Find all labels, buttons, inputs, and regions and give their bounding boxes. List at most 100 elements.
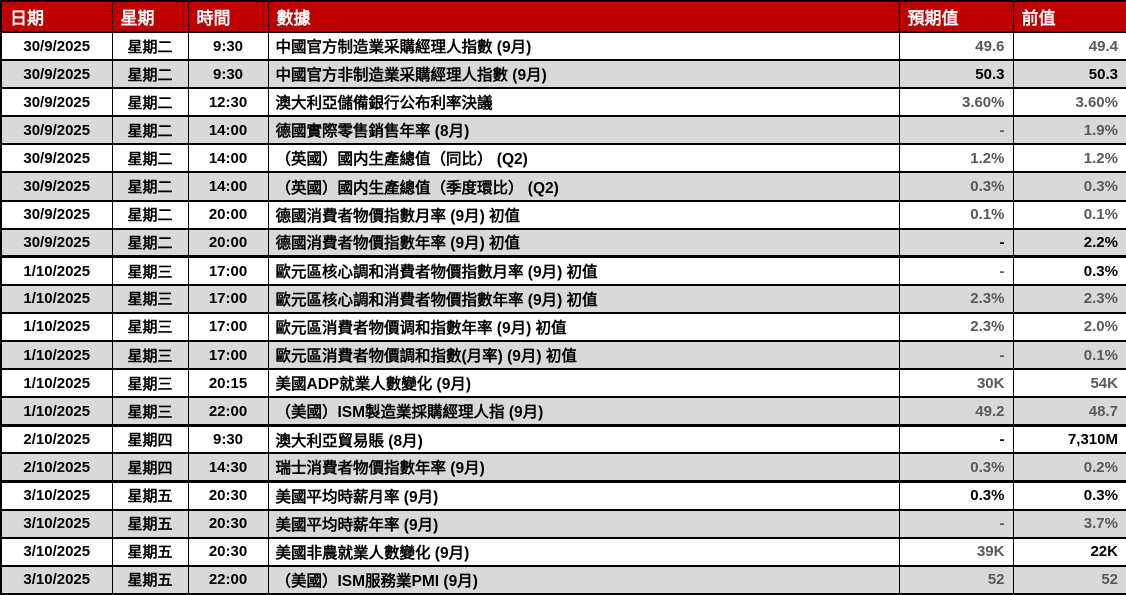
weekday-cell: 星期五 (111, 508, 189, 539)
calendar-row: 1/10/2025 星期三 17:00 歐元區核心調和消費者物價指數月率 (9月… (0, 255, 1126, 286)
time-cell: 22:00 (187, 564, 269, 595)
weekday-cell: 星期二 (111, 87, 189, 118)
column-header-time: 時間 (187, 0, 269, 33)
date-cell: 1/10/2025 (0, 340, 113, 371)
event-cell: 中國官方非制造業采購經理人指數 (9月) (267, 59, 900, 90)
previous-value-cell: 1.9% (1012, 115, 1126, 146)
header-row: 日期 星期 時間 數據 預期值 前值 (0, 0, 1126, 33)
weekday-cell: 星期二 (111, 59, 189, 90)
calendar-row: 30/9/2025 星期二 14:00 （英國）國内生產總值（同比） (Q2) … (0, 143, 1126, 174)
expected-value-cell: 2.3% (898, 283, 1014, 314)
expected-value-cell: 0.3% (898, 171, 1014, 202)
calendar-row: 30/9/2025 星期二 9:30 中國官方制造業采購經理人指數 (9月) 4… (0, 30, 1126, 62)
previous-value-cell: 0.3% (1012, 255, 1126, 286)
date-cell: 1/10/2025 (0, 283, 113, 314)
column-header-expected: 預期值 (898, 0, 1014, 33)
calendar-row: 30/9/2025 星期二 12:30 澳大利亞儲備銀行公布利率決議 3.60%… (0, 87, 1126, 118)
previous-value-cell: 2.0% (1012, 311, 1126, 343)
previous-value-cell: 0.1% (1012, 340, 1126, 371)
time-cell: 17:00 (187, 311, 269, 343)
time-cell: 20:30 (187, 480, 269, 511)
event-cell: 澳大利亞儲備銀行公布利率決議 (267, 87, 900, 118)
weekday-cell: 星期二 (111, 171, 189, 202)
event-cell: 美國平均時薪年率 (9月) (267, 508, 900, 539)
expected-value-cell: 30K (898, 368, 1014, 399)
calendar-row: 30/9/2025 星期二 14:00 （英國）國内生產總值（季度環比） (Q2… (0, 171, 1126, 202)
previous-value-cell: 2.2% (1012, 227, 1126, 259)
date-cell: 3/10/2025 (0, 508, 113, 539)
date-cell: 30/9/2025 (0, 59, 113, 90)
date-cell: 30/9/2025 (0, 115, 113, 146)
event-cell: 德國實際零售銷售年率 (8月) (267, 115, 900, 146)
event-cell: 歐元區核心調和消費者物價指數年率 (9月) 初值 (267, 283, 900, 314)
calendar-row: 30/9/2025 星期二 14:00 德國實際零售銷售年率 (8月) - 1.… (0, 115, 1126, 146)
time-cell: 20:15 (187, 368, 269, 399)
event-cell: 歐元區核心調和消費者物價指數月率 (9月) 初值 (267, 255, 900, 286)
previous-value-cell: 50.3 (1012, 59, 1126, 90)
calendar-row: 1/10/2025 星期三 17:00 歐元區消費者物價调和指數年率 (9月) … (0, 311, 1126, 343)
expected-value-cell: - (898, 255, 1014, 286)
weekday-cell: 星期二 (111, 143, 189, 174)
previous-value-cell: 3.7% (1012, 508, 1126, 539)
date-cell: 1/10/2025 (0, 311, 113, 343)
event-cell: 澳大利亞貿易賬 (8月) (267, 424, 900, 455)
event-cell: （美國）ISM服務業PMI (9月) (267, 564, 900, 595)
weekday-cell: 星期五 (111, 564, 189, 595)
date-cell: 3/10/2025 (0, 536, 113, 567)
time-cell: 9:30 (187, 424, 269, 455)
event-cell: 美國非農就業人數變化 (9月) (267, 536, 900, 567)
expected-value-cell: - (898, 227, 1014, 259)
date-cell: 30/9/2025 (0, 171, 113, 202)
expected-value-cell: 39K (898, 536, 1014, 567)
previous-value-cell: 7,310M (1012, 424, 1126, 455)
calendar-row: 3/10/2025 星期五 20:30 美國平均時薪月率 (9月) 0.3% 0… (0, 480, 1126, 511)
calendar-row: 1/10/2025 星期三 17:00 歐元區核心調和消費者物價指數年率 (9月… (0, 283, 1126, 314)
weekday-cell: 星期二 (111, 199, 189, 230)
time-cell: 12:30 (187, 87, 269, 118)
calendar-row: 30/9/2025 星期二 20:00 德國消費者物價指數月率 (9月) 初值 … (0, 199, 1126, 230)
time-cell: 14:00 (187, 171, 269, 202)
event-cell: （英國）國内生產總值（同比） (Q2) (267, 143, 900, 174)
column-header-previous: 前值 (1012, 0, 1126, 33)
calendar-row: 1/10/2025 星期三 20:15 美國ADP就業人數變化 (9月) 30K… (0, 368, 1126, 399)
weekday-cell: 星期三 (111, 283, 189, 314)
weekday-cell: 星期五 (111, 480, 189, 511)
previous-value-cell: 1.2% (1012, 143, 1126, 174)
time-cell: 17:00 (187, 283, 269, 314)
event-cell: 德國消費者物價指數年率 (9月) 初值 (267, 227, 900, 259)
calendar-row: 2/10/2025 星期四 14:30 瑞士消費者物價指數年率 (9月) 0.3… (0, 452, 1126, 484)
expected-value-cell: 0.3% (898, 480, 1014, 511)
weekday-cell: 星期四 (111, 424, 189, 455)
event-cell: （美國）ISM製造業採購經理人指 (9月) (267, 396, 900, 427)
date-cell: 2/10/2025 (0, 452, 113, 484)
weekday-cell: 星期四 (111, 452, 189, 484)
expected-value-cell: 49.2 (898, 396, 1014, 427)
date-cell: 1/10/2025 (0, 368, 113, 399)
calendar-row: 3/10/2025 星期五 22:00 （美國）ISM服務業PMI (9月) 5… (0, 564, 1126, 595)
weekday-cell: 星期三 (111, 311, 189, 343)
time-cell: 20:00 (187, 227, 269, 259)
calendar-table-body: 30/9/2025 星期二 9:30 中國官方制造業采購經理人指數 (9月) 4… (0, 30, 1126, 595)
calendar-row: 2/10/2025 星期四 9:30 澳大利亞貿易賬 (8月) - 7,310M (0, 424, 1126, 455)
time-cell: 14:30 (187, 452, 269, 484)
calendar-row: 1/10/2025 星期三 22:00 （美國）ISM製造業採購經理人指 (9月… (0, 396, 1126, 427)
event-cell: 美國平均時薪月率 (9月) (267, 480, 900, 511)
date-cell: 3/10/2025 (0, 564, 113, 595)
date-cell: 1/10/2025 (0, 396, 113, 427)
event-cell: 歐元區消費者物價調和指數(月率) (9月) 初值 (267, 340, 900, 371)
weekday-cell: 星期三 (111, 255, 189, 286)
time-cell: 9:30 (187, 59, 269, 90)
weekday-cell: 星期二 (111, 227, 189, 259)
time-cell: 17:00 (187, 255, 269, 286)
expected-value-cell: 2.3% (898, 311, 1014, 343)
previous-value-cell: 0.3% (1012, 480, 1126, 511)
expected-value-cell: - (898, 340, 1014, 371)
column-header-weekday: 星期 (111, 0, 189, 33)
weekday-cell: 星期三 (111, 340, 189, 371)
event-cell: 瑞士消費者物價指數年率 (9月) (267, 452, 900, 484)
expected-value-cell: 0.1% (898, 199, 1014, 230)
previous-value-cell: 48.7 (1012, 396, 1126, 427)
previous-value-cell: 3.60% (1012, 87, 1126, 118)
calendar-row: 30/9/2025 星期二 9:30 中國官方非制造業采購經理人指數 (9月) … (0, 59, 1126, 90)
